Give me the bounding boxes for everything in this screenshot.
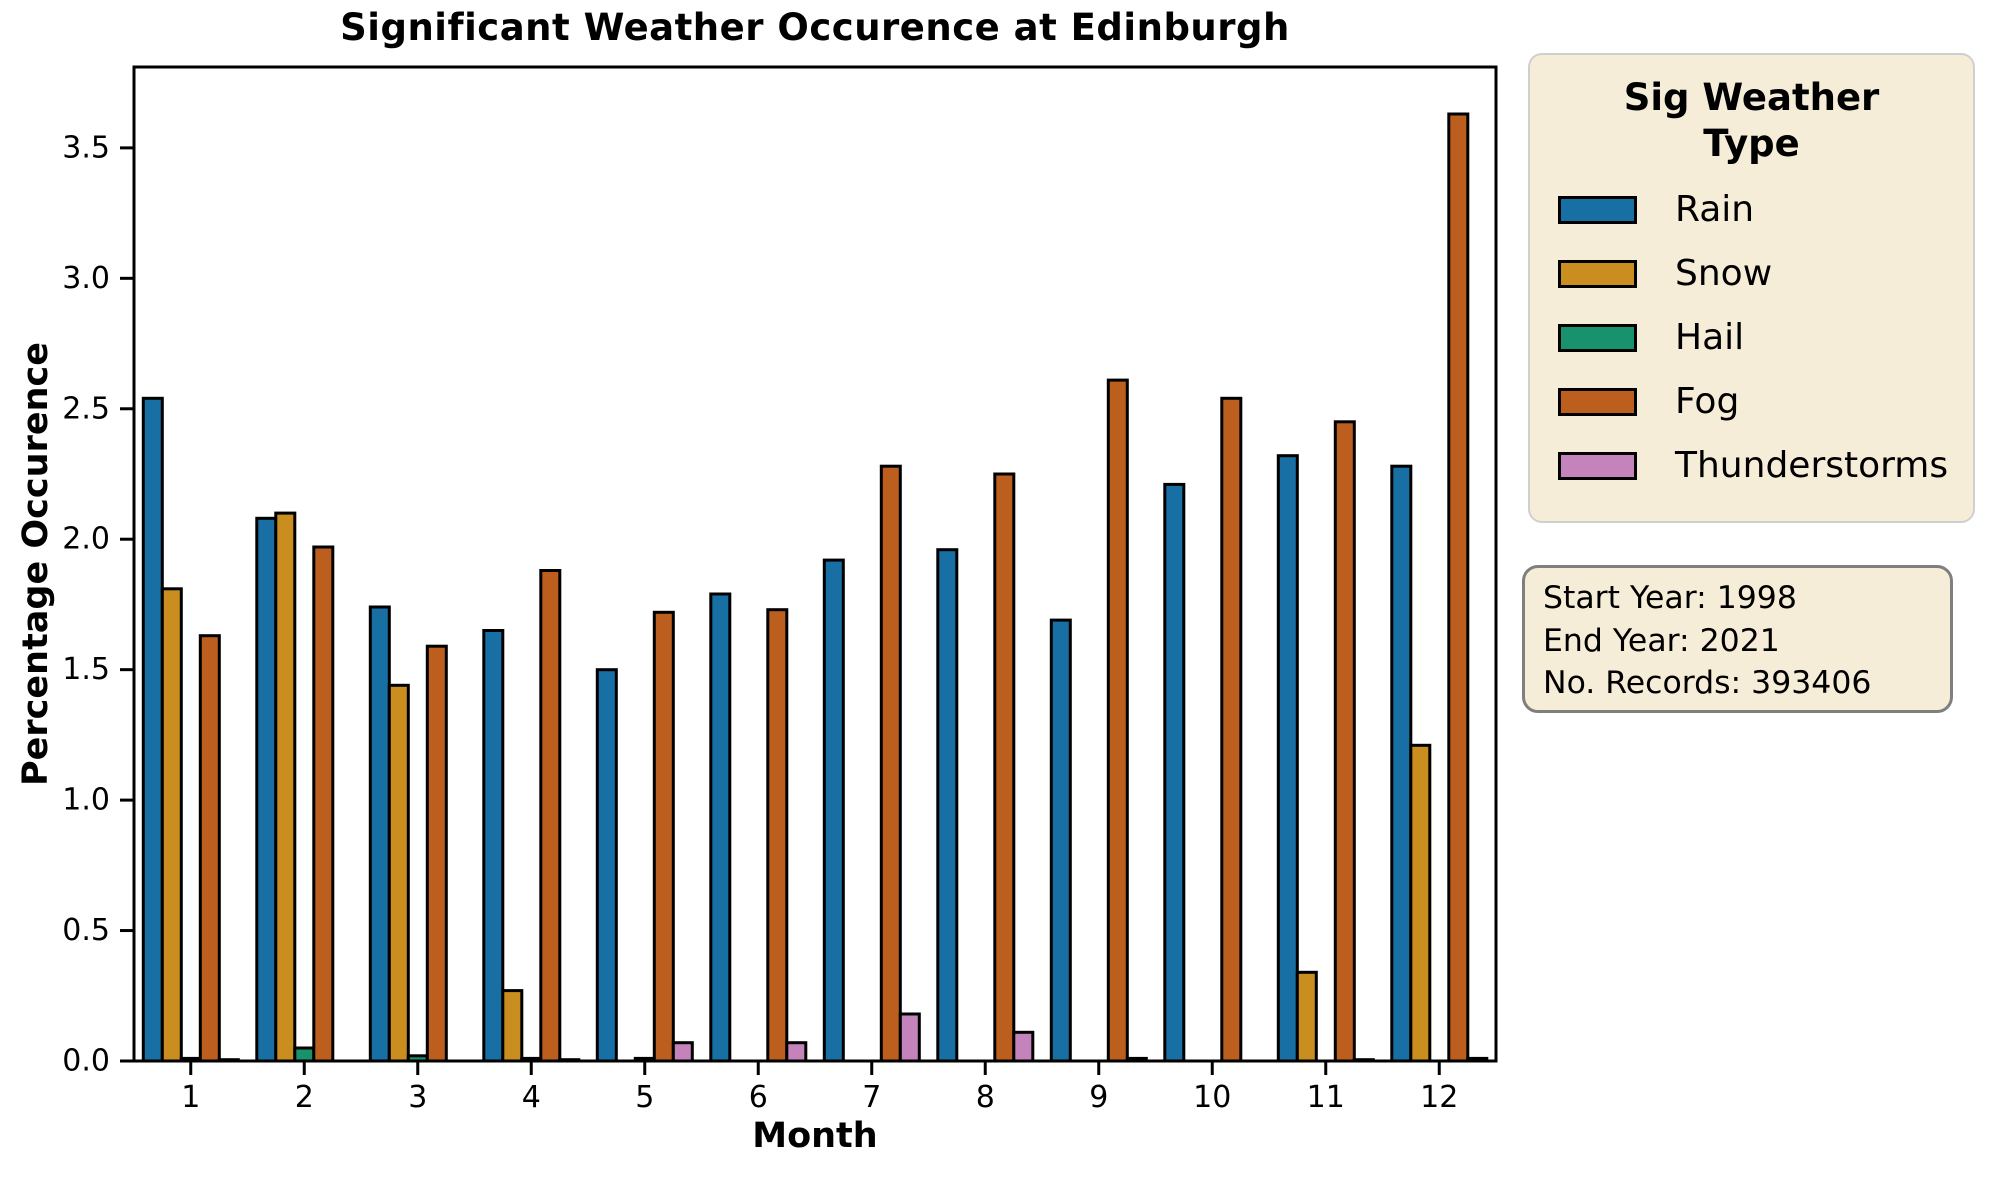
x-tick-label: 4: [522, 1080, 541, 1115]
bar-rain-month-2: [255, 516, 278, 1063]
legend-label: Fog: [1675, 380, 1740, 422]
bar-thunderstorms-month-8: [1012, 1030, 1035, 1063]
bar-snow-month-1: [160, 587, 183, 1063]
bar-snow-month-4: [501, 989, 524, 1063]
bar-snow-month-3: [387, 683, 410, 1063]
bar-thunderstorms-month-7: [898, 1012, 921, 1063]
bar-rain-month-6: [709, 592, 732, 1063]
bar-hail-month-2: [293, 1046, 316, 1063]
x-tick-label: 10: [1193, 1080, 1231, 1115]
bar-fog-month-6: [766, 608, 789, 1063]
legend-label: Rain: [1675, 188, 1755, 230]
legend-title: Sig Weather Type: [1623, 76, 1880, 166]
x-tick-label: 1: [181, 1080, 200, 1115]
x-axis-label: Month: [752, 1116, 878, 1156]
bar-fog-month-7: [879, 464, 902, 1063]
bar-rain-month-3: [368, 605, 391, 1063]
bar-snow-month-11: [1295, 970, 1318, 1063]
x-tick-label: 5: [635, 1080, 654, 1115]
weather-bar-chart: 0.00.51.01.52.02.53.03.51 2 3 4 5 6 7 8 9 10 11 12: [62, 65, 1498, 1115]
bar-fog-month-10: [1220, 396, 1243, 1063]
bar-snow-month-2: [274, 511, 297, 1063]
bar-fog-month-12: [1447, 112, 1470, 1063]
bar-fog-month-5: [652, 610, 675, 1063]
x-tick-label: 12: [1420, 1080, 1458, 1115]
legend-item-thunderstorms: Thunderstorms: [1558, 444, 1973, 488]
bar-rain-month-7: [822, 558, 845, 1063]
y-tick-label: 3.0: [62, 261, 110, 296]
bar-snow-month-12: [1409, 743, 1432, 1063]
legend: Sig Weather Type Rain Snow Hail Fog Thunders…: [1528, 53, 1975, 523]
y-tick-label: 0.0: [62, 1044, 110, 1079]
x-tick-label: 6: [749, 1080, 768, 1115]
legend-label: Thunderstorms: [1675, 444, 1949, 486]
x-tick-label: 3: [408, 1080, 427, 1115]
info-line: No. Records: 393406: [1543, 665, 1872, 702]
bar-fog-month-9: [1106, 378, 1129, 1063]
legend-label: Snow: [1675, 252, 1773, 294]
bar-fog-month-4: [539, 569, 562, 1063]
y-axis-label: Percentage Occurence: [16, 342, 56, 786]
legend-item-hail: Hail: [1558, 316, 1973, 360]
x-tick-label: 8: [976, 1080, 995, 1115]
x-tick-label: 7: [862, 1080, 881, 1115]
bar-rain-month-5: [595, 668, 618, 1063]
plot-border: [132, 65, 1498, 1063]
bar-fog-month-8: [993, 472, 1016, 1063]
x-tick-label: 11: [1307, 1080, 1345, 1115]
chart-title: Significant Weather Occurence at Edinbur…: [340, 6, 1290, 49]
bar-rain-month-1: [141, 396, 164, 1063]
legend-swatch-snow: [1558, 259, 1637, 288]
x-tick-label: 9: [1089, 1080, 1108, 1115]
legend-label: Hail: [1675, 316, 1745, 358]
info-line: End Year: 2021: [1543, 622, 1780, 659]
bar-fog-month-11: [1333, 420, 1356, 1063]
legend-swatch-fog: [1558, 387, 1637, 416]
bar-thunderstorms-month-5: [671, 1041, 694, 1063]
y-tick-label: 1.0: [62, 783, 110, 818]
bar-rain-month-11: [1276, 454, 1299, 1063]
bar-rain-month-8: [936, 548, 959, 1063]
bar-rain-month-10: [1163, 482, 1186, 1063]
legend-swatch-rain: [1558, 195, 1637, 224]
legend-items: Rain Snow Hail Fog Thunderstorms: [1530, 188, 1973, 488]
bar-thunderstorms-month-6: [785, 1041, 808, 1063]
legend-item-rain: Rain: [1558, 188, 1973, 232]
legend-swatch-hail: [1558, 323, 1637, 352]
bar-rain-month-4: [482, 629, 505, 1063]
info-line: Start Year: 1998: [1543, 580, 1797, 616]
y-tick-label: 1.5: [62, 652, 110, 687]
bar-rain-month-9: [1049, 618, 1072, 1063]
info-box: Start Year: 1998 End Year: 2021 No. Record…: [1522, 565, 1953, 713]
legend-swatch-thunderstorms: [1558, 451, 1637, 480]
bar-rain-month-12: [1390, 464, 1413, 1063]
bar-fog-month-3: [425, 644, 448, 1063]
y-tick-label: 2.0: [62, 522, 110, 557]
legend-item-fog: Fog: [1558, 380, 1973, 424]
y-tick-label: 0.5: [62, 913, 110, 948]
bar-fog-month-1: [198, 634, 221, 1063]
y-tick-label: 3.5: [62, 130, 110, 165]
y-tick-label: 2.5: [62, 391, 110, 426]
x-tick-label: 2: [295, 1080, 314, 1115]
bar-fog-month-2: [312, 545, 335, 1063]
legend-item-snow: Snow: [1558, 252, 1973, 296]
